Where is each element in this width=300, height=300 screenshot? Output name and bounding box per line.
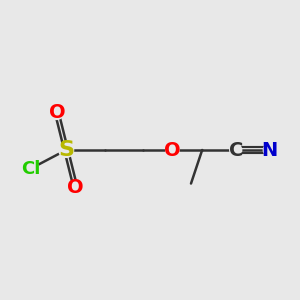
Text: N: N: [261, 140, 278, 160]
Circle shape: [263, 144, 275, 156]
Circle shape: [166, 143, 179, 157]
Text: O: O: [49, 103, 65, 122]
Text: Cl: Cl: [21, 160, 40, 178]
Text: O: O: [164, 140, 181, 160]
Text: S: S: [58, 140, 74, 160]
Text: O: O: [67, 178, 84, 197]
Circle shape: [230, 144, 242, 156]
Circle shape: [50, 106, 64, 119]
Circle shape: [22, 160, 39, 177]
Text: C: C: [229, 140, 243, 160]
Circle shape: [69, 181, 82, 194]
Circle shape: [59, 142, 74, 158]
